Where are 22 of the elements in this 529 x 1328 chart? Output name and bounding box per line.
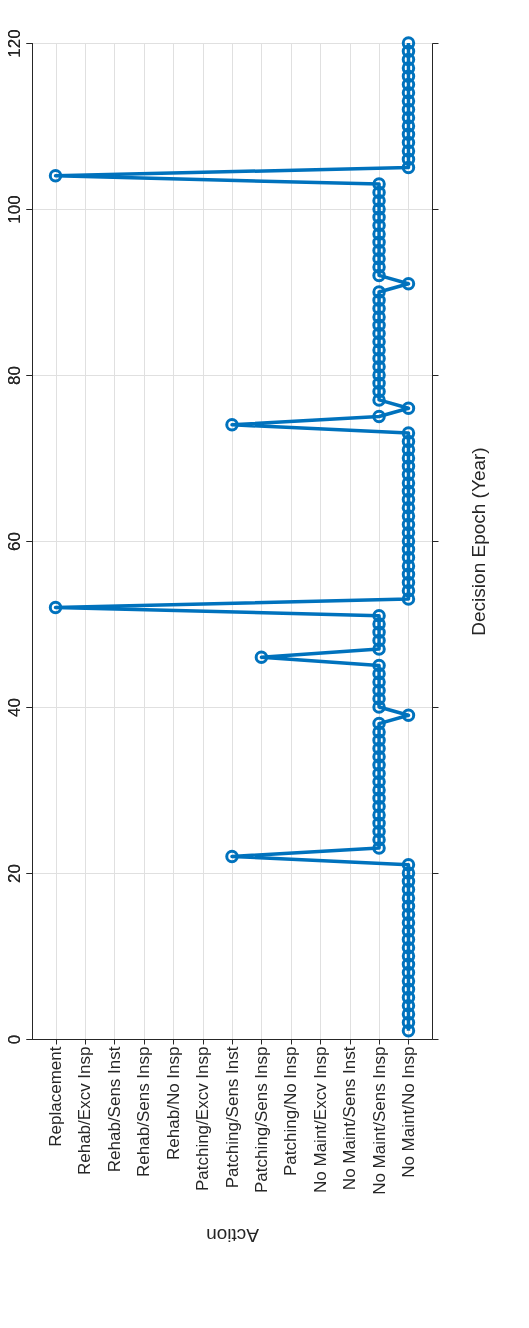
y-tick-label: 60 — [4, 532, 24, 551]
y-tick-label: 80 — [4, 366, 24, 385]
x-tick-label: Rehab/Excv Insp — [75, 1046, 95, 1176]
x-tick-label: Patching/Excv Insp — [193, 1046, 213, 1192]
x-tick-label: Patching/Sens Insp — [251, 1046, 271, 1193]
x-tick-label: Replacement — [46, 1046, 66, 1147]
x-tick-label: Rehab/Sens Insp — [134, 1046, 154, 1177]
x-tick-label: Rehab/No Insp — [163, 1046, 183, 1160]
x-tick-label: No Maint/Excv Insp — [310, 1046, 330, 1193]
x-tick-label: No Maint/Sens Inst — [340, 1046, 360, 1191]
y-tick-label: 40 — [4, 698, 24, 717]
x-tick-label: No Maint/Sens Insp — [369, 1046, 389, 1195]
x-tick-label: No Maint/No Insp — [398, 1046, 418, 1178]
y-tick-label: 100 — [4, 195, 24, 224]
x-axis-title: Action — [206, 1224, 259, 1246]
x-tick-label: Rehab/Sens Inst — [104, 1046, 124, 1173]
y-tick-label: 120 — [4, 29, 24, 58]
y-tick-label: 20 — [4, 864, 24, 883]
y-tick-label: 0 — [4, 1034, 24, 1045]
x-tick-label: Patching/No Insp — [281, 1046, 301, 1176]
y-axis-title: Decision Epoch (Year) — [468, 447, 489, 636]
x-tick-label: Patching/Sens Inst — [222, 1046, 242, 1189]
